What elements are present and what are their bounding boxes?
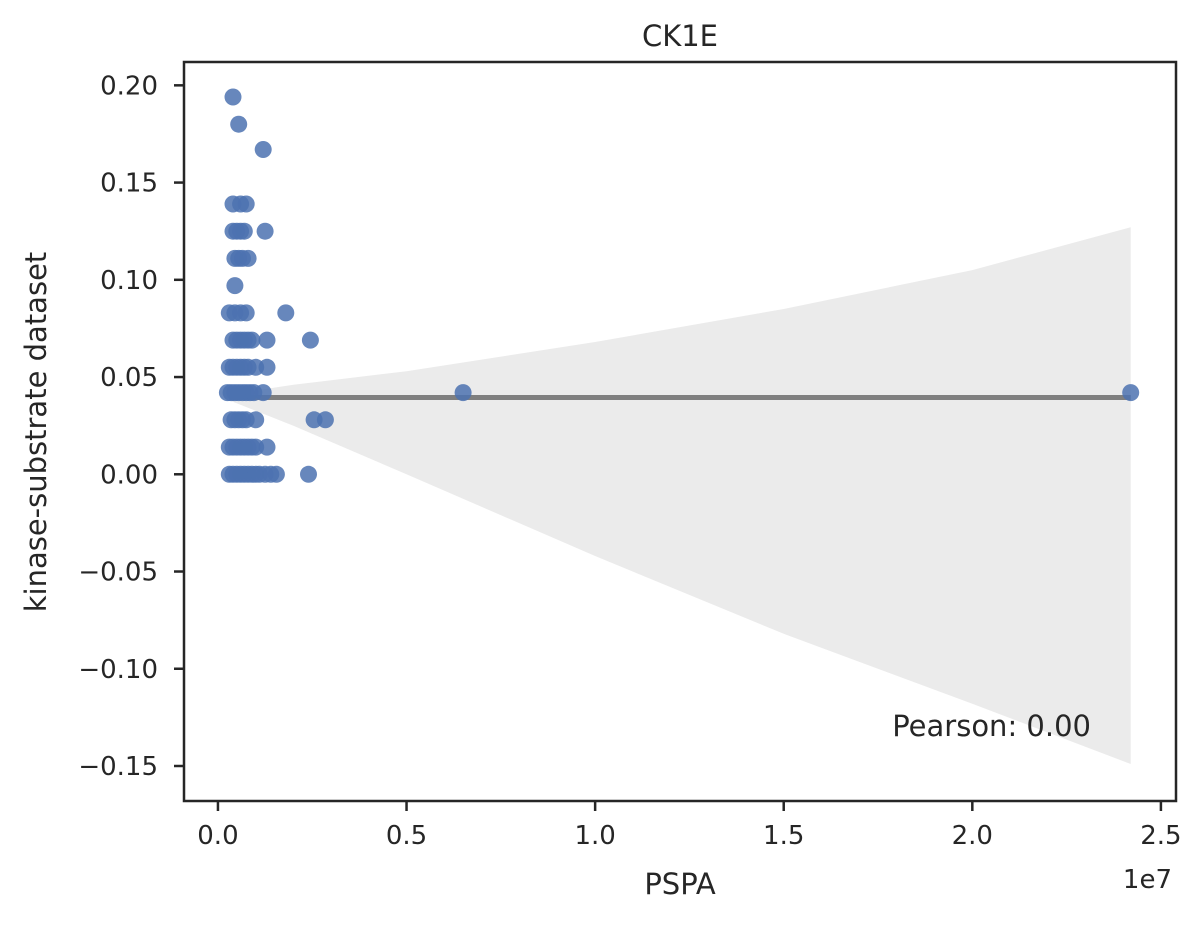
x-tick-label: 2.5	[1140, 821, 1181, 851]
data-point	[277, 304, 295, 322]
x-axis-ticks: 0.0 0.5 1.0 1.5 2.0 2.5	[197, 801, 1182, 851]
y-axis-title: kinase-substrate dataset	[19, 252, 53, 613]
data-point	[256, 222, 274, 240]
data-point	[224, 88, 242, 106]
data-point	[258, 438, 276, 456]
y-axis-ticks: 0.20 0.15 0.10 0.05 0.00 −0.05 −0.10 −0.15	[78, 71, 184, 782]
data-point	[230, 115, 248, 133]
data-point	[454, 384, 472, 402]
x-tick-label: 0.0	[197, 821, 238, 851]
x-axis-offset-label: 1e7	[1123, 865, 1172, 895]
data-point	[239, 249, 257, 267]
data-point	[243, 331, 261, 349]
y-tick-label: −0.05	[78, 558, 158, 588]
y-tick-label: 0.00	[100, 460, 158, 490]
y-tick-label: −0.15	[78, 752, 158, 782]
data-point	[254, 384, 272, 402]
data-point	[247, 411, 265, 429]
data-point	[237, 195, 255, 213]
x-tick-label: 0.5	[386, 821, 427, 851]
data-points-layer	[218, 88, 1140, 483]
y-tick-label: 0.05	[100, 363, 158, 393]
x-tick-label: 1.5	[763, 821, 804, 851]
x-tick-label: 2.0	[952, 821, 993, 851]
data-point	[267, 465, 285, 483]
data-point	[1122, 384, 1140, 402]
confidence-band-layer	[229, 227, 1131, 765]
data-point	[316, 411, 334, 429]
data-point	[258, 331, 276, 349]
data-point	[254, 141, 272, 158]
data-point	[301, 331, 319, 349]
y-tick-label: −0.10	[78, 655, 158, 685]
confidence-band	[229, 227, 1131, 765]
data-point	[226, 277, 244, 295]
data-point	[237, 304, 255, 322]
plot-frame	[182, 60, 1178, 803]
y-tick-label: 0.10	[100, 266, 158, 296]
chart-title: CK1E	[642, 19, 718, 53]
data-point	[300, 465, 317, 483]
data-point	[258, 358, 276, 376]
x-axis-title: PSPA	[644, 867, 716, 901]
data-point	[235, 222, 253, 240]
x-tick-label: 1.0	[574, 821, 615, 851]
y-tick-label: 0.20	[100, 71, 158, 101]
pearson-annotation: Pearson: 0.00	[892, 709, 1091, 743]
y-tick-label: 0.15	[100, 169, 158, 199]
